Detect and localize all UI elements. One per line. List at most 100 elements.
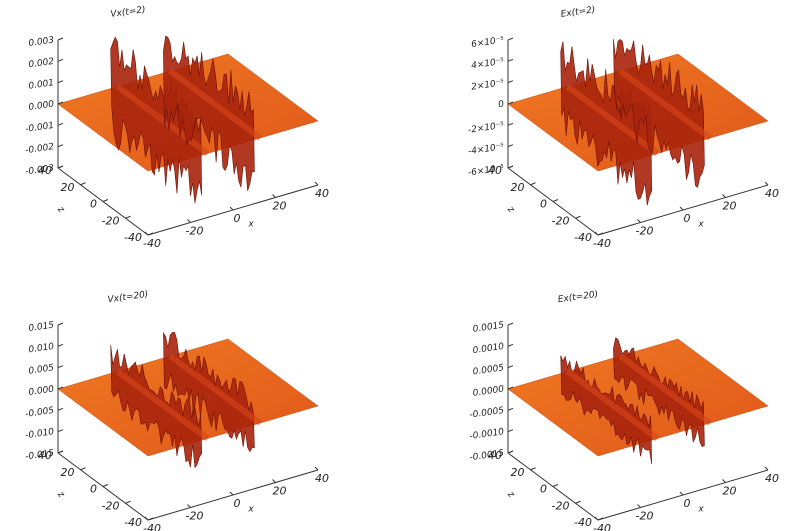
x-tick bbox=[637, 504, 641, 508]
z-tick-label: -0.0005 bbox=[469, 406, 505, 421]
depth-tick-label: 0 bbox=[90, 483, 97, 496]
depth-tick-label: -40 bbox=[574, 231, 592, 244]
z-tick bbox=[57, 144, 64, 148]
x-axis-label: x bbox=[697, 505, 704, 515]
z-tick bbox=[57, 80, 64, 84]
depth-tick bbox=[575, 215, 581, 219]
depth-tick bbox=[80, 467, 86, 471]
depth-tick bbox=[125, 500, 131, 504]
z-tick bbox=[507, 407, 514, 411]
x-tick-label: -20 bbox=[636, 510, 654, 523]
depth-axis-label: z bbox=[505, 489, 517, 500]
surface-shade bbox=[618, 353, 712, 426]
panel-title: Ex(t=20) bbox=[557, 290, 599, 306]
z-tick-label: 0.0000 bbox=[472, 385, 505, 399]
surface-shade bbox=[565, 369, 660, 441]
z-tick-label: -0.010 bbox=[25, 427, 55, 441]
x-tick bbox=[764, 181, 769, 186]
z-tick bbox=[57, 429, 64, 433]
panel: Ex(t=2)-6×10⁻⁵-4×10⁻⁵-2×10⁻⁵02×10⁻⁵4×10⁻… bbox=[467, 5, 779, 250]
x-tick bbox=[722, 479, 726, 483]
depth-tick bbox=[507, 450, 514, 454]
depth-tick-label: 20 bbox=[511, 181, 525, 194]
x-tick-label: -40 bbox=[143, 237, 161, 250]
x-tick-label: 0 bbox=[684, 212, 691, 225]
z-tick bbox=[57, 101, 64, 105]
depth-tick-label: 20 bbox=[511, 466, 525, 479]
z-tick-label: 2×10⁻⁵ bbox=[471, 78, 506, 93]
surface-shade bbox=[168, 68, 262, 141]
depth-tick-label: 0 bbox=[90, 198, 97, 211]
z-tick bbox=[57, 343, 64, 347]
depth-tick-label: -40 bbox=[574, 516, 592, 529]
z-tick bbox=[507, 101, 514, 105]
depth-tick-label: -40 bbox=[124, 231, 142, 244]
x-tick-label: -40 bbox=[593, 237, 611, 250]
z-tick-label: -2×10⁻⁵ bbox=[467, 121, 505, 136]
z-tick-label: 0 bbox=[498, 100, 505, 111]
z-tick-label: -0.015 bbox=[25, 449, 55, 463]
x-tick-label: -20 bbox=[186, 510, 204, 523]
depth-tick bbox=[507, 165, 514, 169]
z-tick bbox=[507, 429, 514, 433]
x-tick bbox=[679, 206, 684, 211]
x-tick-label: 40 bbox=[315, 472, 329, 485]
depth-tick bbox=[530, 467, 536, 471]
z-tick-label: -0.001 bbox=[25, 121, 55, 135]
x-tick bbox=[594, 516, 599, 521]
z-tick bbox=[57, 322, 64, 326]
z-tick-label: -0.005 bbox=[25, 406, 55, 420]
depth-tick-label: 20 bbox=[61, 466, 75, 479]
depth-axis-label: z bbox=[505, 204, 517, 215]
x-tick-label: 20 bbox=[723, 200, 737, 213]
x-axis-label: x bbox=[247, 505, 254, 515]
depth-tick-label: -20 bbox=[102, 499, 120, 512]
z-tick bbox=[507, 365, 514, 369]
surface-shade bbox=[565, 84, 660, 156]
z-tick-label: -4×10⁻⁵ bbox=[467, 142, 505, 157]
z-tick-label: 0.001 bbox=[28, 78, 55, 91]
z-tick bbox=[507, 322, 514, 326]
panel-title: Vx(t=2) bbox=[110, 5, 146, 20]
z-tick bbox=[507, 343, 514, 347]
z-tick bbox=[57, 122, 64, 126]
panel: Ex(t=20) -0.0015 -0.0010 -0.0005 0.0000 0.000… bbox=[469, 290, 779, 531]
depth-tick bbox=[552, 484, 559, 487]
z-tick bbox=[507, 386, 514, 390]
x-tick-label: 40 bbox=[315, 187, 329, 200]
x-tick-label: -20 bbox=[636, 225, 654, 238]
z-tick bbox=[57, 37, 64, 41]
surface-shade bbox=[115, 84, 210, 156]
surface-plane bbox=[507, 338, 769, 457]
depth-tick bbox=[57, 165, 64, 169]
z-tick bbox=[507, 80, 514, 84]
z-tick-label: 0.0015 bbox=[472, 321, 505, 335]
x-tick bbox=[144, 516, 149, 521]
depth-axis-label: z bbox=[55, 204, 67, 215]
panel-title: Ex(t=2) bbox=[560, 5, 596, 20]
x-tick-label: 40 bbox=[765, 187, 779, 200]
depth-tick bbox=[575, 500, 581, 504]
depth-tick bbox=[530, 182, 536, 186]
depth-tick bbox=[102, 199, 109, 202]
panel: Vx(t=2) -0.003 -0.002 -0.001 0.000 0.001 0.002… bbox=[25, 5, 329, 250]
x-tick bbox=[679, 491, 684, 496]
x-tick bbox=[722, 194, 726, 198]
x-tick bbox=[187, 219, 191, 223]
z-tick-label: 0.015 bbox=[28, 321, 55, 335]
surface-plane bbox=[57, 338, 319, 457]
x-tick bbox=[314, 466, 319, 471]
x-tick-label: 0 bbox=[234, 497, 241, 510]
x-tick-label: 20 bbox=[273, 485, 287, 498]
depth-tick-label: -20 bbox=[102, 214, 120, 227]
z-tick bbox=[507, 144, 514, 148]
depth-tick bbox=[102, 484, 109, 487]
x-tick bbox=[144, 231, 149, 236]
z-tick-label: 0.010 bbox=[28, 342, 55, 356]
depth-axis-label: z bbox=[55, 489, 67, 500]
z-tick bbox=[57, 58, 64, 62]
depth-tick-label: -40 bbox=[124, 516, 142, 529]
z-tick bbox=[57, 407, 64, 411]
x-tick-label: 40 bbox=[765, 472, 779, 485]
